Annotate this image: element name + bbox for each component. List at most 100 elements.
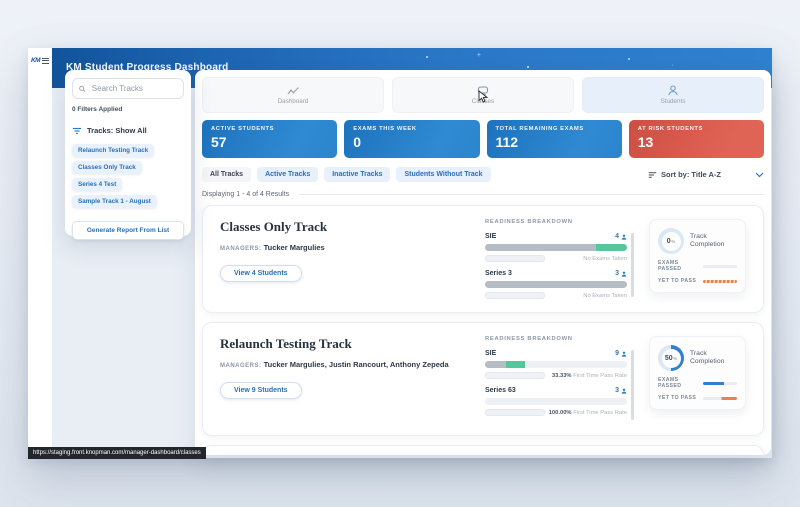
filter-active-tracks[interactable]: Active Tracks [257, 167, 319, 182]
student-count-icon [621, 351, 627, 357]
pass-rate-value: 33.33% [551, 372, 572, 379]
pass-rate-bar [485, 255, 545, 262]
stat-label: AT RISK STUDENTS [637, 126, 703, 132]
stat-label: EXAMS THIS WEEK [353, 126, 417, 132]
track-card: Relaunch Testing Track MANAGERS: Tucker … [202, 322, 764, 436]
bar-segment-green [595, 244, 627, 251]
stat-active-students: ACTIVE STUDENTS 57 [202, 120, 338, 158]
line-chart-icon [287, 86, 299, 94]
track-chip[interactable]: Sample Track 1 - August [72, 195, 157, 208]
readiness-scrollbar[interactable] [631, 350, 634, 420]
app-window: KM KM Student Progress Dashboard + · [28, 48, 772, 459]
stat-value: 13 [637, 134, 654, 150]
sort-label: Sort by: Title A-Z [661, 170, 721, 179]
tracks-filter-label: Tracks: Show All [87, 126, 147, 135]
yet-to-pass-bar [703, 396, 737, 400]
completion-label: Track Completion [690, 232, 725, 248]
completion-label: Track Completion [690, 349, 725, 365]
bar-segment-light [524, 361, 627, 368]
pass-rate-bar [485, 372, 545, 379]
search-tracks-input[interactable] [89, 83, 177, 94]
filter-all-tracks[interactable]: All Tracks [202, 167, 252, 182]
mouse-cursor [478, 89, 489, 108]
exams-passed-label: EXAMS PASSED [658, 377, 682, 389]
track-chip[interactable]: Series 4 Test [72, 178, 123, 191]
exam-student-count-link[interactable]: 3 [615, 270, 627, 277]
sort-control[interactable]: Sort by: Title A-Z [648, 170, 764, 179]
readiness-bar [485, 244, 627, 251]
view-students-button[interactable]: View 4 Students [220, 265, 302, 282]
exam-student-count-link[interactable]: 3 [615, 387, 627, 394]
track-card: Sample Track 1 - August READINESS BREAKD… [202, 445, 764, 455]
exam-count-value: 4 [615, 233, 619, 240]
track-chip[interactable]: Classes Only Track [72, 161, 142, 174]
bar-segment-green [506, 361, 525, 368]
managers-names: Tucker Margulies, Justin Rancourt, Antho… [263, 360, 449, 369]
stat-exams-this-week: EXAMS THIS WEEK 0 [344, 120, 480, 158]
stat-value: 0 [353, 134, 362, 150]
stat-label: TOTAL REMAINING EXAMS [495, 126, 584, 132]
exam-name: SIE [485, 350, 497, 357]
exam-note-text: First Time Pass Rate [573, 409, 627, 416]
exam-name: SIE [485, 233, 497, 240]
sparkle-decoration [426, 56, 429, 58]
exam-count-value: 3 [615, 387, 619, 394]
exams-passed-bar [703, 264, 737, 268]
exam-note: 33.33% First Time Pass Rate [552, 373, 627, 379]
tab-students[interactable]: Students [582, 77, 764, 113]
yet-to-pass-bar [703, 279, 737, 283]
sparkle-decoration [527, 66, 529, 68]
bar-segment-gray [485, 281, 627, 288]
readiness-breakdown: READINESS BREAKDOWN SIE 9 [485, 336, 637, 422]
filter-students-without-track[interactable]: Students Without Track [396, 167, 491, 182]
exam-student-count-link[interactable]: 4 [615, 233, 627, 240]
chevron-down-icon[interactable] [755, 172, 764, 178]
exam-count-value: 9 [615, 350, 619, 357]
search-box[interactable] [72, 78, 184, 99]
tracks-show-all-filter[interactable]: Tracks: Show All [72, 126, 184, 135]
readiness-breakdown: READINESS BREAKDOWN SIE 4 [485, 219, 637, 299]
search-icon [79, 85, 86, 92]
completion-ring: 0 % [658, 228, 684, 254]
readiness-bar [485, 281, 627, 288]
readiness-scrollbar[interactable] [631, 233, 634, 297]
track-title: Classes Only Track [220, 219, 328, 234]
exam-note-text: No Exams Taken [583, 292, 627, 299]
view-students-button[interactable]: View 9 Students [220, 382, 302, 399]
stat-at-risk-students: AT RISK STUDENTS 13 [628, 120, 764, 158]
stat-total-remaining-exams: TOTAL REMAINING EXAMS 112 [486, 120, 622, 158]
bar-segment-light [485, 398, 627, 405]
yet-to-pass-label: YET TO PASS [658, 278, 697, 284]
student-count-icon [621, 388, 627, 394]
hamburger-menu-icon[interactable] [42, 57, 50, 64]
pass-rate-bar [485, 409, 545, 416]
exam-row: SIE 9 [485, 350, 627, 379]
tab-dashboard[interactable]: Dashboard [202, 77, 384, 113]
completion-ring: 50 % [658, 345, 684, 371]
track-chip[interactable]: Relaunch Testing Track [72, 144, 155, 157]
app-title: KM Student Progress Dashboard [66, 62, 229, 73]
generate-report-button[interactable]: Generate Report From List [72, 221, 184, 240]
sparkle-decoration: · [671, 62, 674, 69]
exam-row: Series 63 3 [485, 387, 627, 416]
exam-row: SIE 4 [485, 233, 627, 262]
exam-note-text: No Exams Taken [583, 255, 627, 262]
track-completion-card: 50 % Track Completion EXAMS PASSED YET T… [649, 336, 746, 410]
stat-label: ACTIVE STUDENTS [211, 126, 275, 132]
status-url-tooltip: https://staging.front.knopman.com/manage… [28, 447, 206, 459]
sparkle-decoration: + [476, 52, 481, 59]
exam-note-text: First Time Pass Rate [573, 372, 627, 379]
exam-student-count-link[interactable]: 9 [615, 350, 627, 357]
exam-note: No Exams Taken [583, 256, 627, 262]
managers-label: MANAGERS: [220, 363, 262, 369]
completion-unit: % [671, 238, 676, 244]
filter-inactive-tracks[interactable]: Inactive Tracks [324, 167, 391, 182]
exam-note: 100.00% First Time Pass Rate [549, 410, 627, 416]
completion-value: 50 [664, 354, 673, 362]
managers-row: MANAGERS: Tucker Margulies, Justin Ranco… [220, 360, 473, 369]
managers-row: MANAGERS: Tucker Margulies [220, 243, 473, 252]
track-card: Classes Only Track MANAGERS: Tucker Marg… [202, 205, 764, 313]
main-panel: Dashboard Classes Students [195, 70, 771, 455]
track-title: Relaunch Testing Track [220, 336, 352, 351]
